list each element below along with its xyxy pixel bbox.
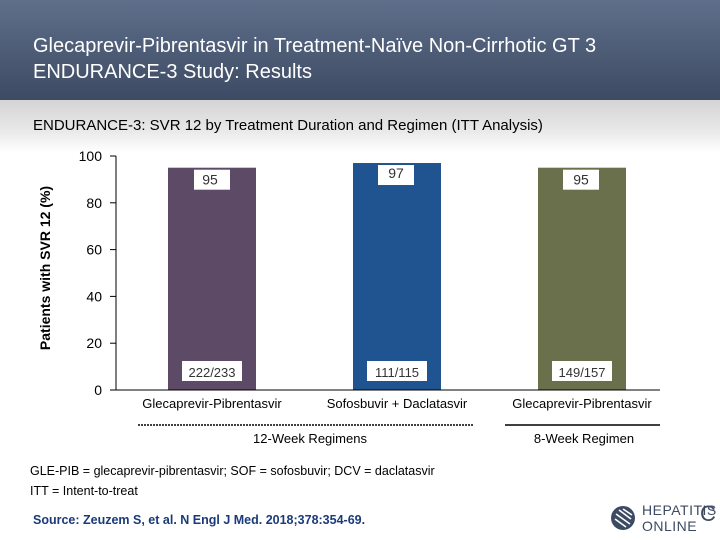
logo-text-online: ONLINE — [642, 518, 698, 534]
value-label: 97 — [388, 165, 404, 181]
value-label-box — [563, 169, 599, 190]
y-tick-label: 0 — [94, 382, 102, 398]
bar — [353, 163, 441, 390]
logo-letter-c: C — [700, 501, 716, 526]
footnote-abbreviations: GLE-PIB = glecaprevir-pibrentasvir; SOF … — [30, 464, 435, 478]
slide-title-line-2: ENDURANCE-3 Study: Results — [33, 61, 312, 83]
chart-subtitle: ENDURANCE-3: SVR 12 by Treatment Duratio… — [33, 117, 543, 134]
y-tick-label: 80 — [86, 195, 102, 211]
header-banner: Glecaprevir-Pibrentasvir in Treatment-Na… — [0, 0, 720, 100]
slide-title: Glecaprevir-Pibrentasvir in Treatment-Na… — [33, 33, 596, 85]
y-tick-label: 100 — [79, 148, 103, 164]
value-label-box — [378, 165, 414, 186]
value-label-box — [194, 169, 230, 190]
count-label-box — [367, 361, 427, 381]
slide-title-line-1: Glecaprevir-Pibrentasvir in Treatment-Na… — [33, 35, 597, 57]
value-label: 95 — [202, 172, 218, 188]
category-label: Glecaprevir-Pibrentasvir — [142, 396, 282, 411]
group-label-12-week: 12-Week Regimens — [253, 431, 367, 446]
bar — [538, 167, 626, 390]
y-axis-label: Patients with SVR 12 (%) — [37, 186, 53, 350]
subtitle-bar — [0, 100, 720, 152]
logo-mark-icon — [611, 506, 635, 530]
value-label: 95 — [573, 172, 589, 188]
count-label: 149/157 — [559, 365, 606, 380]
category-label: Glecaprevir-Pibrentasvir — [512, 396, 652, 411]
y-tick-label: 60 — [86, 242, 102, 258]
footnote-itt: ITT = Intent-to-treat — [30, 484, 138, 498]
group-label-8-week: 8-Week Regimen — [534, 431, 634, 446]
count-label: 222/233 — [189, 365, 236, 380]
count-label: 111/115 — [375, 365, 419, 380]
y-tick-label: 40 — [86, 288, 102, 304]
bar — [168, 167, 256, 390]
hepatitis-c-online-logo: HEPATITIS ONLINE C — [610, 500, 716, 536]
count-label-box — [182, 361, 242, 381]
y-tick-label: 20 — [86, 335, 102, 351]
source-citation: Source: Zeuzem S, et al. N Engl J Med. 2… — [33, 513, 366, 527]
category-label: Sofosbuvir + Daclatasvir — [327, 396, 468, 411]
count-label-box — [552, 361, 612, 381]
logo-text-hepatitis: HEPATITIS — [642, 502, 717, 518]
